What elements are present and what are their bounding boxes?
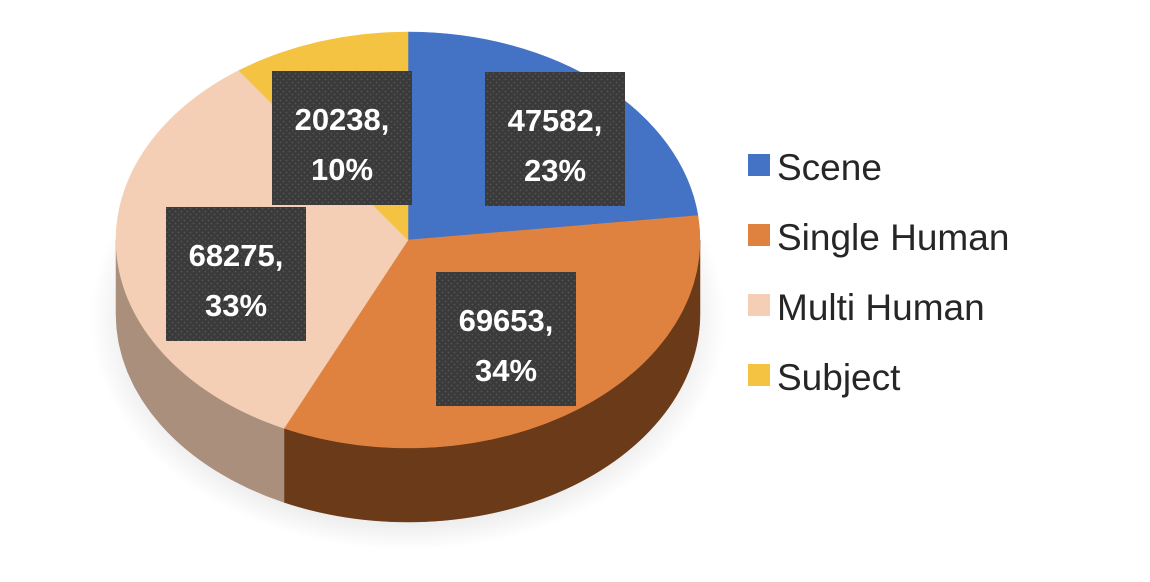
data-label-percent: 23% [524,153,586,188]
data-label-subject: 20238, 10% [272,71,412,205]
pie-data-labels: 47582, 23% 69653, 34% 68275, 33% 20238, 10% [166,71,625,406]
legend-item-single-human: Single Human [748,217,1009,258]
legend-item-multi-human: Multi Human [748,287,985,328]
legend-label: Multi Human [777,287,985,328]
data-label-multi-human: 68275, 33% [166,207,306,341]
data-label-value: 68275, [189,238,284,273]
data-label-scene: 47582, 23% [485,72,625,206]
legend-swatch [748,224,770,246]
data-label-box [272,71,412,205]
legend-item-scene: Scene [748,147,882,188]
legend-label: Single Human [777,217,1009,258]
legend-swatch [748,154,770,176]
legend: Scene Single Human Multi Human Subject [748,147,1009,398]
legend-label: Subject [777,357,901,398]
legend-item-subject: Subject [748,357,901,398]
data-label-value: 47582, [508,103,603,138]
data-label-single-human: 69653, 34% [436,272,576,406]
data-label-percent: 34% [475,353,537,388]
data-label-box [436,272,576,406]
data-label-percent: 10% [311,152,373,187]
data-label-value: 69653, [459,303,554,338]
data-label-box [485,72,625,206]
legend-swatch [748,294,770,316]
data-label-percent: 33% [205,288,267,323]
legend-swatch [748,364,770,386]
data-label-box [166,207,306,341]
legend-label: Scene [777,147,882,188]
data-label-value: 20238, [295,102,390,137]
